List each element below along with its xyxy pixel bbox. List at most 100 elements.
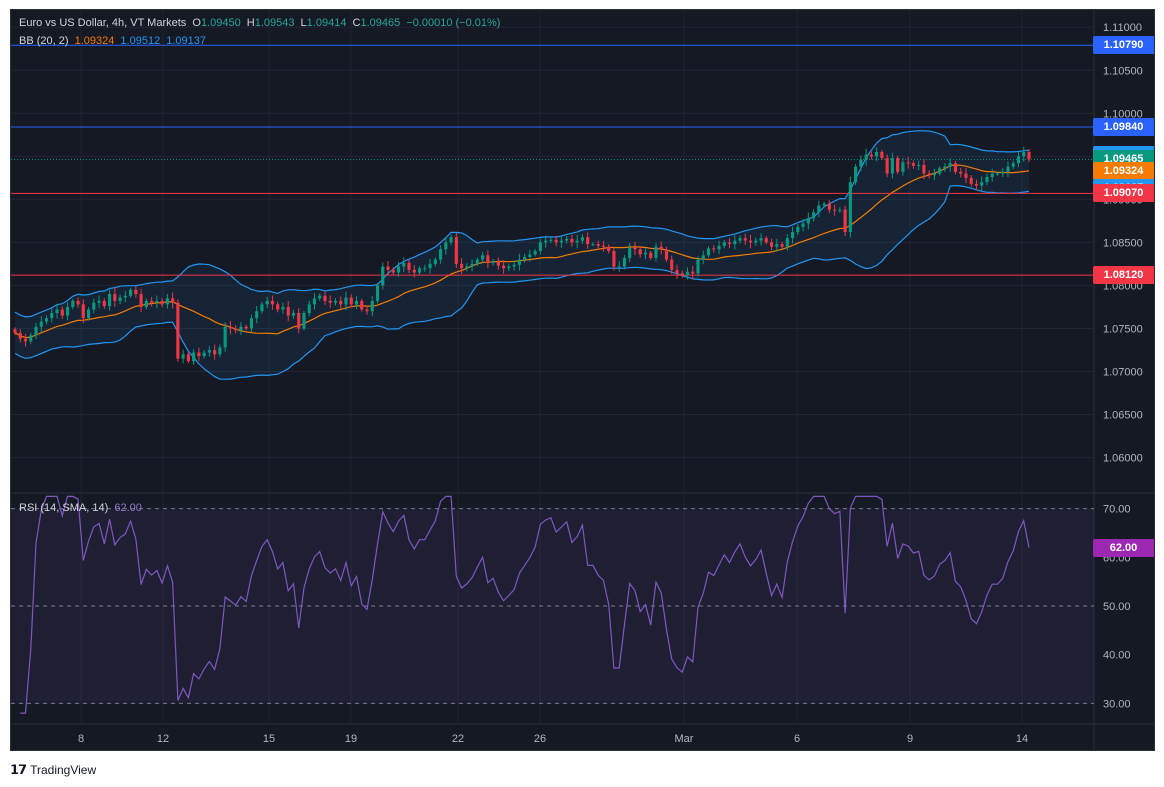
candle-body	[486, 255, 490, 264]
candle-body	[428, 263, 432, 269]
candle-body	[565, 238, 569, 241]
bb-basis-value: 1.09324	[74, 35, 115, 47]
price-tick-label: 1.10000	[1103, 108, 1143, 120]
candle-body	[570, 238, 574, 243]
candle-body	[76, 300, 80, 305]
candle-body	[412, 269, 416, 273]
candle-body	[622, 257, 627, 267]
candle-body	[207, 349, 211, 353]
candle-body	[475, 259, 479, 264]
candle-body	[202, 352, 206, 357]
chart-canvas[interactable]: 8 12 15 19 22 26 Mar 6 9 141.110001.105001.100001…	[11, 10, 1155, 751]
candle-body	[176, 302, 180, 359]
change-value: −0.00010 (−0.01%)	[406, 17, 501, 29]
candle-body	[50, 312, 54, 319]
candle-body	[759, 238, 763, 241]
candle-body	[932, 173, 937, 176]
candle-body	[291, 312, 296, 316]
rsi-tick-label: 40.00	[1103, 650, 1131, 662]
candle-body	[265, 300, 269, 305]
candle-body	[833, 209, 837, 211]
candle-body	[580, 237, 584, 241]
footer-brand: TradingView	[30, 763, 97, 777]
rsi-line	[20, 495, 1030, 714]
candle-body	[139, 294, 143, 307]
candle-body	[659, 246, 663, 250]
candle-body	[97, 300, 101, 303]
candle-body	[244, 326, 248, 329]
rsi-label: RSI (14, SMA, 14)	[19, 502, 109, 514]
candle-body	[512, 264, 516, 267]
candle-body	[323, 295, 327, 301]
candle-body	[433, 259, 437, 264]
candle-body	[628, 247, 632, 258]
candle-body	[71, 300, 75, 307]
candle-body	[18, 332, 22, 339]
time-tick-label: 14	[1016, 733, 1028, 745]
candle-body	[417, 268, 422, 273]
bb-upper-value: 1.09512	[120, 35, 161, 47]
candle-body	[643, 252, 648, 255]
candle-body	[754, 240, 758, 243]
candle-body	[769, 242, 774, 247]
candle-body	[911, 163, 915, 166]
candle-body	[817, 205, 821, 213]
candle-body	[523, 257, 527, 260]
bb-lower-value: 1.09137	[166, 35, 207, 47]
candle-body	[812, 212, 816, 219]
high-value: 1.09543	[254, 17, 295, 29]
candle-body	[65, 306, 70, 316]
price-tick-label: 1.06000	[1103, 453, 1143, 465]
time-tick-label: 9	[907, 733, 913, 745]
candle-body	[533, 251, 537, 255]
time-tick-label: 12	[157, 733, 169, 745]
candle-body	[685, 271, 690, 276]
candle-body	[297, 312, 301, 329]
candle-body	[260, 304, 264, 312]
candle-body	[554, 239, 558, 243]
candle-body	[748, 240, 753, 243]
candle-body	[943, 166, 947, 169]
candle-body	[438, 249, 443, 260]
candle-body	[738, 238, 742, 241]
candle-body	[102, 300, 106, 307]
candle-body	[733, 240, 737, 245]
candle-body	[302, 312, 306, 329]
candle-body	[386, 266, 390, 270]
close-label: C	[352, 17, 361, 29]
candle-body	[806, 218, 810, 224]
price-tag: 1.09070	[1093, 184, 1154, 203]
candle-body	[1011, 163, 1015, 167]
chart-frame[interactable]: 8 12 15 19 22 26 Mar 6 9 14 1.11000 1.10500 1.10000 1…	[10, 9, 1155, 751]
candle-body	[880, 152, 884, 159]
candle-body	[312, 298, 317, 305]
bb-basis-line	[14, 164, 1030, 339]
candle-body	[990, 173, 994, 177]
price-tag: 1.09840	[1093, 118, 1154, 137]
rsi-tag: 62.00	[1093, 538, 1154, 557]
candle-body	[638, 249, 642, 255]
candle-body	[664, 249, 669, 260]
candle-body	[354, 300, 359, 305]
candle-body	[228, 326, 232, 329]
rsi-tick-label: 50.00	[1103, 601, 1131, 613]
candle-body	[507, 266, 511, 269]
candle-body	[186, 354, 190, 362]
candle-body	[81, 304, 85, 319]
candle-body	[927, 173, 931, 176]
candle-body	[959, 171, 963, 174]
candle-body	[144, 300, 148, 307]
candle-body	[906, 162, 910, 164]
candle-body	[402, 263, 406, 267]
candle-body	[391, 269, 395, 273]
candle-body	[528, 254, 532, 258]
candle-body	[423, 268, 427, 270]
candle-body	[123, 295, 127, 298]
candle-body	[307, 304, 311, 313]
price-tick-label: 1.07000	[1103, 367, 1143, 379]
symbol-legend: Euro vs US Dollar, 4h, VT Markets O1.094…	[19, 17, 503, 29]
candle-body	[454, 237, 458, 264]
candle-body	[896, 158, 900, 172]
price-tick-label: 1.07500	[1103, 323, 1143, 335]
candle-body	[192, 352, 196, 362]
